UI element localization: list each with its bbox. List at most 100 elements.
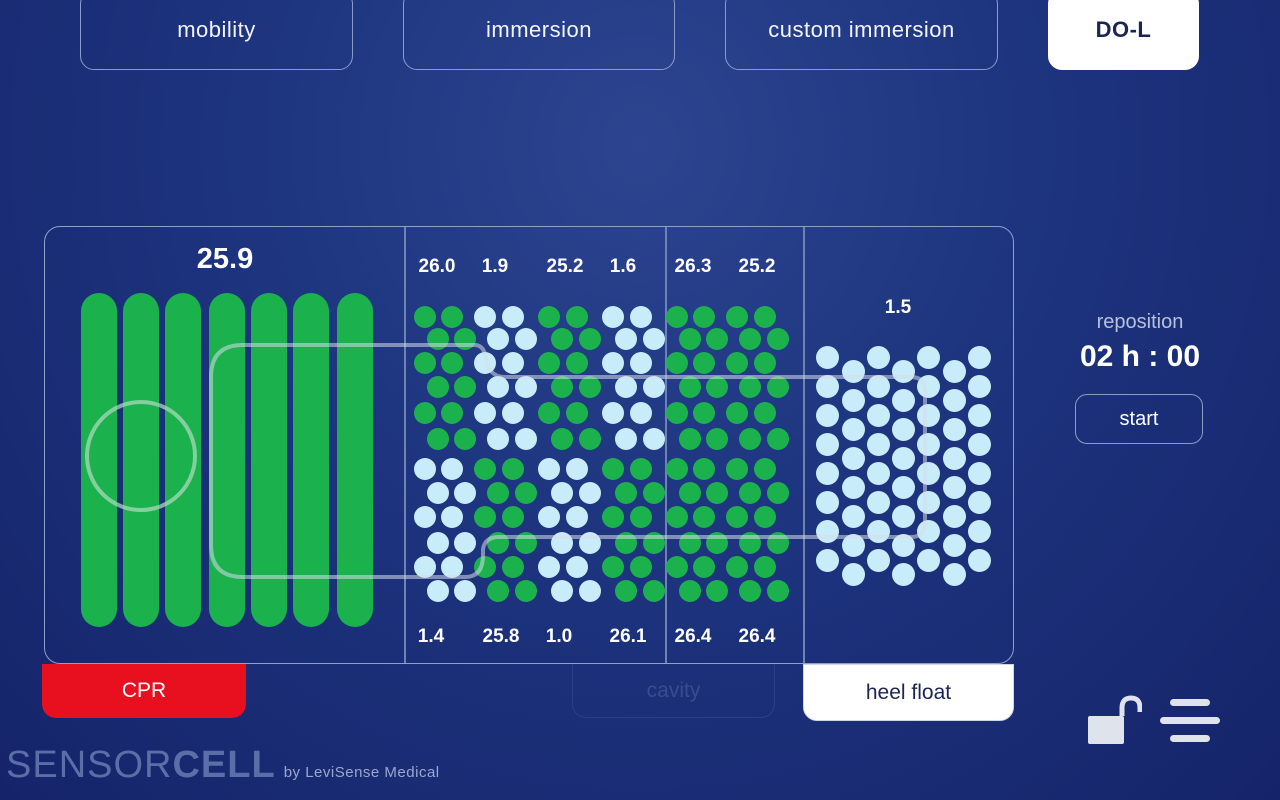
unlocked-padlock-icon[interactable] bbox=[1086, 694, 1143, 746]
air-cell bbox=[643, 328, 665, 350]
tab-immersion[interactable]: immersion bbox=[403, 0, 675, 70]
air-cell bbox=[968, 549, 991, 572]
air-cell bbox=[630, 306, 652, 328]
air-cell bbox=[454, 428, 476, 450]
air-cell bbox=[579, 580, 601, 602]
air-cell bbox=[693, 506, 715, 528]
air-cell bbox=[917, 491, 940, 514]
air-cell bbox=[602, 352, 624, 374]
air-cell bbox=[579, 376, 601, 398]
tab-do-l[interactable]: DO-L bbox=[1048, 0, 1199, 70]
heel-float-button[interactable]: heel float bbox=[803, 664, 1014, 721]
air-cell bbox=[754, 402, 776, 424]
start-button[interactable]: start bbox=[1075, 394, 1203, 444]
air-cell bbox=[474, 458, 496, 480]
air-cell bbox=[487, 328, 509, 350]
air-cell bbox=[867, 375, 890, 398]
air-cell bbox=[487, 580, 509, 602]
air-cell bbox=[679, 376, 701, 398]
air-cell bbox=[706, 428, 728, 450]
brand-sensor: SENSOR bbox=[6, 744, 173, 786]
air-cell bbox=[767, 328, 789, 350]
air-cell bbox=[630, 458, 652, 480]
air-cell bbox=[726, 402, 748, 424]
air-cell bbox=[892, 418, 915, 441]
reposition-label: reposition bbox=[1096, 311, 1184, 333]
head-zone-value: 25.9 bbox=[196, 243, 254, 275]
air-cell bbox=[474, 402, 496, 424]
air-cell bbox=[454, 376, 476, 398]
zone-value-top-2: 1.9 bbox=[481, 256, 509, 277]
air-cell bbox=[706, 580, 728, 602]
air-cell bbox=[816, 375, 839, 398]
air-cell bbox=[767, 482, 789, 504]
air-cell bbox=[502, 506, 524, 528]
zone-divider bbox=[404, 227, 406, 663]
air-cell bbox=[566, 402, 588, 424]
air-cell bbox=[454, 580, 476, 602]
zone-value-bottom-1: 1.4 bbox=[417, 626, 445, 647]
air-cell bbox=[602, 506, 624, 528]
air-cell bbox=[566, 458, 588, 480]
mattress-diagram: 25.9 26.0 1.9 25.2 1.6 26.3 25.2 1.4 25.… bbox=[44, 226, 1014, 664]
cavity-button[interactable]: cavity bbox=[572, 664, 775, 718]
head-air-cell bbox=[123, 293, 159, 627]
air-cell bbox=[816, 491, 839, 514]
air-cell bbox=[566, 352, 588, 374]
air-cell bbox=[842, 563, 865, 586]
air-cell bbox=[943, 389, 966, 412]
tab-custom-immersion[interactable]: custom immersion bbox=[725, 0, 998, 70]
air-cell bbox=[842, 476, 865, 499]
zone-value-bottom-3: 1.0 bbox=[545, 626, 573, 647]
air-cell bbox=[679, 482, 701, 504]
air-cell bbox=[867, 433, 890, 456]
air-cell bbox=[474, 306, 496, 328]
air-cell bbox=[487, 428, 509, 450]
zone-value-bottom-2: 25.8 bbox=[482, 626, 520, 647]
air-cell bbox=[892, 447, 915, 470]
air-cell bbox=[538, 556, 560, 578]
air-cell bbox=[615, 428, 637, 450]
air-cell bbox=[679, 328, 701, 350]
tab-mobility[interactable]: mobility bbox=[80, 0, 353, 70]
air-cell bbox=[474, 506, 496, 528]
air-cell bbox=[551, 428, 573, 450]
air-cell bbox=[666, 352, 688, 374]
air-cell bbox=[693, 402, 715, 424]
air-cell bbox=[602, 306, 624, 328]
air-cell bbox=[538, 352, 560, 374]
air-cell bbox=[842, 505, 865, 528]
head-air-cell bbox=[251, 293, 287, 627]
air-cell bbox=[816, 433, 839, 456]
air-cell bbox=[515, 376, 537, 398]
hamburger-menu-icon[interactable] bbox=[1158, 697, 1222, 745]
zone-value-bottom-4: 26.1 bbox=[609, 626, 647, 647]
air-cell bbox=[630, 506, 652, 528]
air-cell bbox=[487, 376, 509, 398]
air-cell bbox=[867, 549, 890, 572]
air-cell bbox=[816, 346, 839, 369]
air-cell bbox=[427, 428, 449, 450]
air-cell bbox=[515, 580, 537, 602]
air-cell bbox=[679, 580, 701, 602]
air-cell bbox=[726, 506, 748, 528]
air-cell bbox=[551, 580, 573, 602]
air-cell bbox=[666, 402, 688, 424]
air-cell bbox=[867, 462, 890, 485]
zone-value-top-1: 26.0 bbox=[418, 256, 456, 277]
air-cell bbox=[414, 458, 436, 480]
cpr-button[interactable]: CPR bbox=[42, 664, 246, 718]
air-cell bbox=[968, 404, 991, 427]
air-cell bbox=[943, 447, 966, 470]
zone-value-top-4: 1.6 bbox=[609, 256, 637, 277]
air-cell bbox=[842, 534, 865, 557]
air-cell bbox=[917, 346, 940, 369]
air-cell bbox=[754, 458, 776, 480]
air-cell bbox=[602, 458, 624, 480]
air-cell bbox=[566, 506, 588, 528]
air-cell bbox=[693, 458, 715, 480]
air-cell bbox=[892, 563, 915, 586]
air-cell bbox=[502, 556, 524, 578]
patient-outline bbox=[85, 343, 927, 579]
air-cell bbox=[968, 520, 991, 543]
